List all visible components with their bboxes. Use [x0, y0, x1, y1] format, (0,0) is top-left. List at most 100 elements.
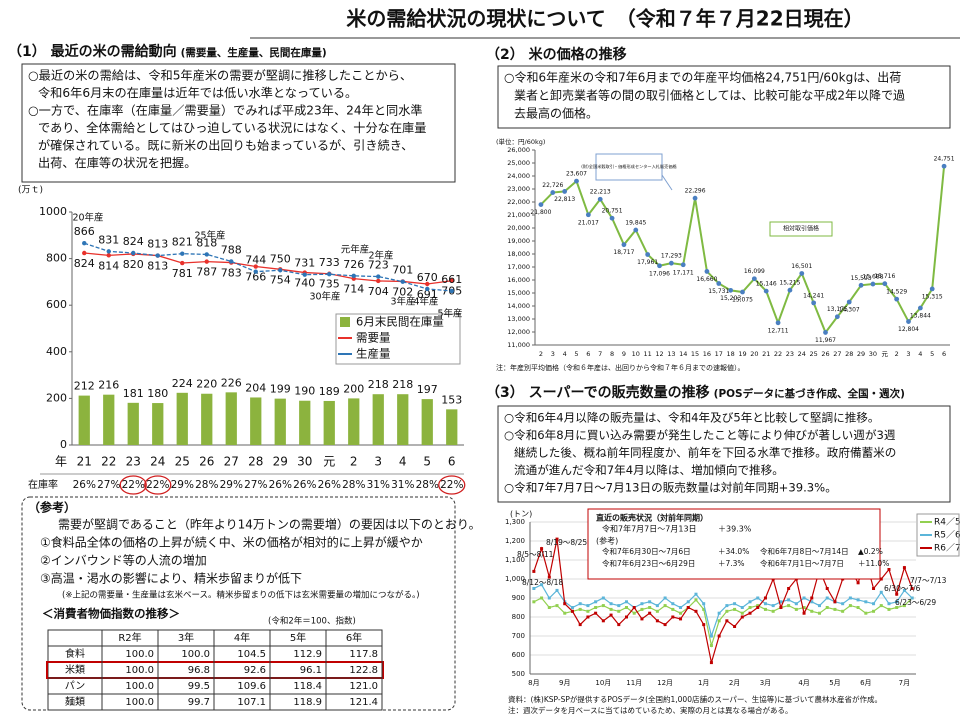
highlight-circle — [119, 475, 147, 495]
x-tick-label: 9 — [622, 350, 626, 358]
x-tick-label: 4 — [399, 455, 407, 469]
y-tick-label: 15,000 — [507, 289, 530, 297]
bar — [299, 400, 311, 445]
point — [655, 609, 659, 613]
stock-ratio: 27% — [244, 479, 267, 491]
point — [818, 611, 821, 615]
bar — [201, 393, 213, 445]
table-cell: 121.0 — [349, 681, 378, 692]
point — [82, 250, 87, 256]
data-label: 820 — [123, 258, 144, 271]
point — [547, 596, 551, 600]
data-label: 17,293 — [661, 253, 682, 260]
table-header: 3年 — [178, 631, 194, 644]
annotation: 6/30～7/6 — [884, 584, 921, 593]
x-tick-label: 12月 — [657, 679, 673, 687]
point — [640, 617, 644, 621]
data-label: 814 — [98, 259, 119, 272]
point — [748, 606, 752, 609]
point — [609, 602, 613, 606]
data-label: 733 — [319, 256, 340, 269]
point — [547, 606, 551, 609]
data-label: 200 — [343, 382, 364, 395]
point — [709, 644, 713, 647]
x-tick-label: 12 — [655, 350, 663, 358]
point — [686, 600, 690, 604]
stock-ratio: 28% — [195, 479, 218, 491]
x-tick-label: 23 — [126, 455, 141, 469]
data-label: 813 — [147, 238, 168, 251]
point — [763, 596, 767, 600]
annotation: 元年産 — [341, 244, 370, 256]
point — [841, 609, 845, 613]
point — [679, 617, 683, 621]
data-label: 740 — [294, 277, 315, 290]
bar — [397, 394, 409, 445]
point — [864, 600, 868, 604]
point — [763, 607, 767, 611]
footnote: 資料：(株)KSP-SPが提供するPOSデータ(全国約1,000店舗のスーパー、… — [508, 694, 882, 704]
data-label: 12,711 — [768, 327, 789, 334]
text-box — [497, 65, 951, 129]
point — [879, 577, 883, 581]
reference-heading: （参考） — [28, 500, 76, 515]
point — [449, 288, 454, 294]
table-cell: 109.6 — [237, 681, 266, 692]
point — [547, 575, 551, 579]
point — [887, 607, 891, 611]
stock-ratio: 29% — [220, 479, 243, 491]
data-label: 18,717 — [613, 249, 634, 256]
point — [725, 619, 729, 623]
point — [621, 242, 627, 248]
data-label: 22,296 — [685, 188, 706, 195]
point — [204, 259, 209, 264]
point — [799, 271, 805, 276]
data-label: 16,099 — [744, 268, 765, 275]
table-cell: 107.1 — [237, 697, 266, 708]
point — [748, 611, 752, 615]
point — [841, 602, 845, 606]
data-label: 12,804 — [898, 326, 919, 333]
y-tick-label: 21,000 — [507, 211, 530, 219]
y-tick-label: 1,200 — [505, 537, 525, 545]
point — [740, 611, 744, 615]
x-tick-label: 14 — [679, 350, 687, 358]
point — [586, 604, 590, 608]
data-label: 824 — [123, 235, 144, 248]
point — [663, 604, 667, 608]
point — [717, 611, 721, 615]
point — [425, 286, 430, 292]
table-note: (令和2年＝100、指数) — [268, 616, 356, 627]
point — [848, 596, 852, 600]
x-tick-label: 22 — [101, 455, 116, 469]
point — [872, 587, 876, 590]
point — [538, 202, 544, 208]
point — [540, 547, 544, 551]
data-label: 189 — [319, 385, 340, 398]
x-tick-label: 16 — [703, 350, 711, 358]
data-label: 714 — [343, 283, 364, 296]
data-label: 153 — [441, 393, 462, 406]
point — [400, 279, 405, 284]
x-tick-label: 1月 — [698, 679, 709, 687]
x-tick-label: 7月 — [899, 679, 910, 687]
x-tick-label: 3 — [374, 455, 382, 469]
point — [787, 587, 791, 590]
stock-ratio: 28% — [416, 479, 439, 491]
point — [694, 592, 698, 596]
data-label: 813 — [147, 260, 168, 273]
point — [586, 609, 590, 613]
point — [775, 320, 781, 326]
point — [894, 296, 900, 302]
inset-text: ▲0.2% — [858, 547, 883, 556]
x-tick-label: 2 — [350, 455, 358, 469]
point — [895, 606, 899, 609]
bar — [225, 392, 237, 445]
y-tick-label: 13,000 — [507, 315, 530, 323]
point — [856, 598, 860, 602]
data-label: 781 — [172, 267, 193, 280]
axis-unit: (単位：円/60kg) — [496, 137, 545, 146]
data-label: 16,660 — [696, 276, 717, 283]
table-row-label: 食料 — [65, 647, 85, 660]
point — [810, 609, 814, 613]
